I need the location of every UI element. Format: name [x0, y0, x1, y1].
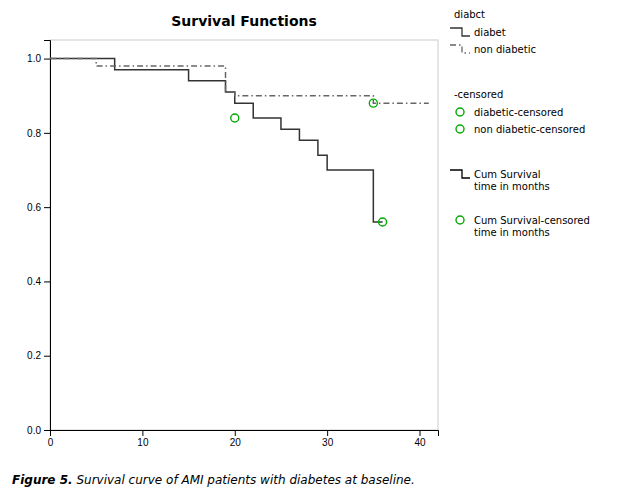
x-tick-label: 10 — [137, 437, 149, 448]
x-tick-label: 20 — [230, 437, 242, 448]
x-tick-mark — [235, 430, 236, 436]
x-tick: 20 — [230, 430, 242, 448]
x-tick: 40 — [414, 430, 426, 448]
x-tick-mark — [142, 430, 143, 436]
x-axis-line — [51, 431, 439, 437]
y-tick-mark — [44, 430, 50, 431]
legend-entry: Cum Survival-censoredtime in months — [474, 215, 590, 238]
legend-symbol — [450, 28, 470, 36]
y-tick-label: 0.8 — [27, 128, 41, 139]
legend-symbol — [450, 45, 470, 53]
legend-symbol — [456, 108, 464, 116]
x-tick: 10 — [137, 430, 149, 448]
x-tick: 30 — [322, 430, 334, 448]
x-tick: 0 — [48, 430, 54, 448]
y-axis: 0.0 0.2 0.4 0.6 0.8 1.0 — [27, 41, 50, 436]
y-tick-mark — [44, 356, 50, 357]
y-tick: 0.4 — [27, 276, 50, 287]
legend-title: diabct — [454, 9, 485, 20]
legend-symbol — [450, 170, 470, 178]
marks — [50, 59, 429, 226]
legend-entry: diabetic-censored — [474, 107, 563, 118]
y-tick-mark — [44, 207, 50, 208]
survival-line — [50, 59, 383, 222]
y-tick-label: 0.4 — [27, 276, 41, 287]
censored-marker — [379, 218, 387, 226]
y-tick-label: 1.0 — [27, 53, 41, 64]
y-tick: 0.2 — [27, 350, 50, 361]
y-tick-mark — [44, 281, 50, 282]
x-tick-label: 30 — [322, 437, 334, 448]
caption-part: Figure 5. — [12, 473, 73, 487]
legend-symbol — [456, 125, 464, 133]
legend-entry: Cum Survivaltime in months — [474, 169, 550, 192]
y-tick-mark — [44, 59, 50, 60]
title: Survival Functions — [171, 13, 317, 29]
x-tick-mark — [327, 430, 328, 436]
caption: Figure 5. Survival curve of AMI patients… — [12, 473, 415, 487]
legend-entry: diabet — [474, 27, 506, 38]
chart: 0 10 20 30 40 0.0 0.2 0.4 0.6 0.8 1.0 Survival Func… — [0, 0, 618, 496]
x-tick-label: 40 — [414, 437, 426, 448]
x-tick-label: 0 — [48, 437, 54, 448]
y-tick-mark — [44, 133, 50, 134]
y-tick-label: 0.6 — [27, 202, 41, 213]
y-tick-label: 0.2 — [27, 350, 41, 361]
y-tick: 0.0 — [27, 425, 50, 436]
censored-marker — [231, 114, 239, 122]
legend-entry: non diabetic — [474, 44, 536, 55]
caption-part: Survival curve of AMI patients with diab… — [73, 473, 415, 487]
x-axis: 0 10 20 30 40 — [48, 430, 439, 448]
plot-frame — [50, 40, 438, 430]
y-axis-line — [44, 41, 51, 431]
legend-entry: non diabetic-censored — [474, 124, 585, 135]
legend: diabctdiabetnon diabetic-censoreddiabeti… — [450, 9, 590, 238]
y-tick-label: 0.0 — [27, 425, 41, 436]
legend-title: -censored — [454, 89, 503, 100]
x-tick-mark — [420, 430, 421, 436]
y-tick: 0.6 — [27, 202, 50, 213]
plot: 0 10 20 30 40 0.0 0.2 0.4 0.6 0.8 1.0 — [27, 40, 438, 448]
legend-symbol — [456, 216, 464, 224]
y-tick: 1.0 — [27, 53, 50, 64]
censored-marker — [369, 99, 377, 107]
y-tick: 0.8 — [27, 128, 50, 139]
survival-line — [50, 59, 429, 104]
